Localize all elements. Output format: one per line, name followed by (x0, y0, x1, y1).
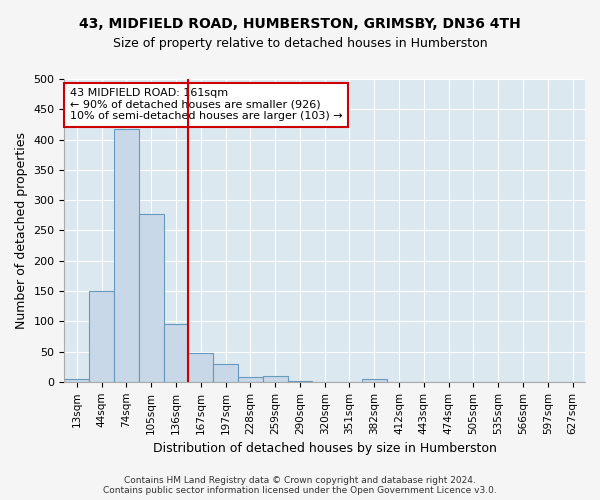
Text: 43 MIDFIELD ROAD: 161sqm
← 90% of detached houses are smaller (926)
10% of semi-: 43 MIDFIELD ROAD: 161sqm ← 90% of detach… (70, 88, 342, 122)
Bar (238, 377, 263, 382)
Bar (114, 128, 139, 382)
Bar (64, 380, 89, 382)
Bar (263, 376, 287, 382)
Bar (362, 380, 386, 382)
Bar (89, 291, 114, 382)
Bar (213, 364, 238, 382)
Bar (188, 352, 213, 382)
Text: 43, MIDFIELD ROAD, HUMBERSTON, GRIMSBY, DN36 4TH: 43, MIDFIELD ROAD, HUMBERSTON, GRIMSBY, … (79, 18, 521, 32)
Text: Size of property relative to detached houses in Humberston: Size of property relative to detached ho… (113, 38, 487, 51)
Text: Contains HM Land Registry data © Crown copyright and database right 2024.
Contai: Contains HM Land Registry data © Crown c… (103, 476, 497, 495)
Y-axis label: Number of detached properties: Number of detached properties (15, 132, 28, 329)
Bar (139, 214, 164, 382)
X-axis label: Distribution of detached houses by size in Humberston: Distribution of detached houses by size … (153, 442, 497, 455)
Bar (164, 324, 188, 382)
Bar (287, 381, 313, 382)
